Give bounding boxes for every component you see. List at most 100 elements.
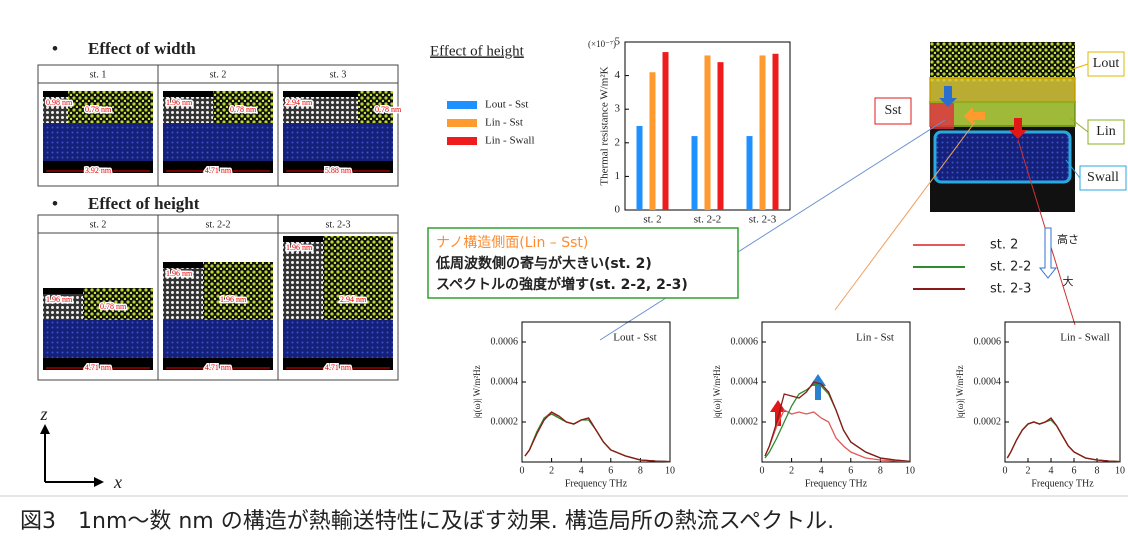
x-tick-label: 8 [878, 465, 883, 476]
y-tick-label: 0.0002 [491, 416, 519, 427]
legend-label: Lin - Sst [485, 117, 523, 129]
x-tick-label: 4 [819, 465, 824, 476]
y-tick-label: 0.0006 [731, 336, 759, 347]
chart-title: Effect of height [430, 43, 525, 59]
x-tick-label: 10 [905, 465, 915, 476]
y-tick-label: 4 [615, 69, 621, 81]
y-tick-label: 0.0006 [491, 336, 519, 347]
legend-label: Lout - Sst [485, 99, 528, 111]
x-tick-label: 0 [760, 465, 765, 476]
x-tick-label: 8 [1095, 465, 1100, 476]
column-header: st. 2 [90, 219, 107, 230]
bar [705, 55, 711, 210]
annotation: 低周波数側の寄与が大きい(st. 2) [435, 255, 652, 272]
chart-title: Lin - Swall [1060, 332, 1110, 344]
x-tick-label: 2 [1026, 465, 1031, 476]
x-tick-label: 4 [1049, 465, 1054, 476]
region-label: Lout [1093, 56, 1120, 71]
x-tick-label: 2 [789, 465, 794, 476]
dimension: 4.71 nm [325, 363, 352, 372]
dimension: 0.78 nm [100, 302, 127, 311]
region-label: Sst [884, 103, 901, 118]
axis-label: x [113, 472, 122, 492]
structure-liquid [323, 236, 393, 320]
legend-swatch [447, 119, 477, 127]
column-header: st. 2-3 [326, 219, 351, 230]
y-tick-label: 1 [615, 170, 621, 182]
y-tick-label: 0.0004 [974, 376, 1002, 387]
dimension: 4.71 nm [85, 363, 112, 372]
bar [637, 126, 643, 210]
chart-title: Lin - Sst [856, 332, 894, 344]
x-tick-label: 4 [579, 465, 584, 476]
column-header: st. 2-2 [206, 219, 231, 230]
y-axis-label: |q(ω)| W/m²Hz [472, 365, 482, 418]
y-tick-label: 0.0002 [974, 416, 1002, 427]
column-header: st. 1 [90, 69, 107, 80]
x-axis-label: Frequency THz [1031, 478, 1094, 489]
x-tick-label: 0 [1003, 465, 1008, 476]
dimension: 0.98 nm [46, 98, 73, 107]
dimension: 0.78 nm [85, 105, 112, 114]
structure-wall [283, 123, 393, 161]
structure-nano [283, 242, 323, 320]
x-tick-label: st. 2-3 [749, 214, 777, 226]
section-title: Effect of height [88, 194, 200, 213]
legend-swatch [447, 101, 477, 109]
dimension: 1.96 nm [166, 269, 193, 278]
legend-label: Lin - Swall [485, 135, 535, 147]
dimension: 0.78 nm [375, 105, 402, 114]
section-title: Effect of width [88, 39, 196, 58]
chart-title: Lout - Sst [613, 332, 656, 344]
figure: • Effect of width • Effect of height st.… [0, 0, 1128, 543]
structure-wall [163, 320, 273, 358]
bar [773, 54, 779, 210]
structure-st-region [930, 103, 954, 129]
structure-wall-region [935, 132, 1070, 182]
x-tick-label: 10 [665, 465, 675, 476]
structure-wall [43, 123, 153, 161]
y-tick-label: 0 [615, 204, 621, 216]
x-tick-label: 0 [520, 465, 525, 476]
annotation: スペクトルの強度が増す(st. 2-2, 2-3) [436, 276, 688, 293]
x-tick-label: st. 2 [643, 214, 661, 226]
structure-liquid [203, 262, 273, 320]
annotation: ナノ構造側面(Lin – Sst) [436, 235, 588, 251]
dimension: 2.94 nm [286, 98, 313, 107]
bar [747, 136, 753, 210]
dimension: 5.88 nm [325, 166, 352, 175]
x-axis-label: Frequency THz [565, 478, 628, 489]
bullet: • [52, 39, 58, 58]
y-axis-label: Thermal resistance W/m²K [599, 66, 611, 185]
x-tick-label: st. 2-2 [694, 214, 722, 226]
dimension: 0.78 nm [230, 105, 257, 114]
dimension: 4.71 nm [205, 166, 232, 175]
bar [692, 136, 698, 210]
bar [760, 55, 766, 210]
x-tick-label: 2 [549, 465, 554, 476]
structure-wall [163, 123, 273, 161]
dimension: 1.96 nm [166, 98, 193, 107]
y-tick-label: 0.0004 [491, 376, 519, 387]
column-header: st. 3 [330, 69, 347, 80]
x-axis-label: Frequency THz [805, 478, 868, 489]
x-tick-label: 6 [608, 465, 613, 476]
x-tick-label: 8 [638, 465, 643, 476]
bar [663, 52, 669, 210]
height-label: 大 [1063, 274, 1074, 288]
bar [718, 62, 724, 210]
dimension: 4.71 nm [205, 363, 232, 372]
axis-label: z [39, 404, 47, 424]
y-tick-label: 2 [615, 136, 621, 148]
bar [650, 72, 656, 210]
y-multiplier: (×10⁻⁷) [588, 39, 616, 49]
dimension: 3.92 nm [85, 166, 112, 175]
y-axis-label: |q(ω)| W/m²Hz [955, 365, 965, 418]
x-tick-label: 10 [1115, 465, 1125, 476]
y-tick-label: 0.0006 [974, 336, 1002, 347]
structure-wall [43, 320, 153, 358]
structure-wall [283, 320, 393, 358]
region-label: Swall [1087, 170, 1119, 185]
y-tick-label: 0.0004 [731, 376, 759, 387]
y-tick-label: 3 [615, 103, 621, 115]
